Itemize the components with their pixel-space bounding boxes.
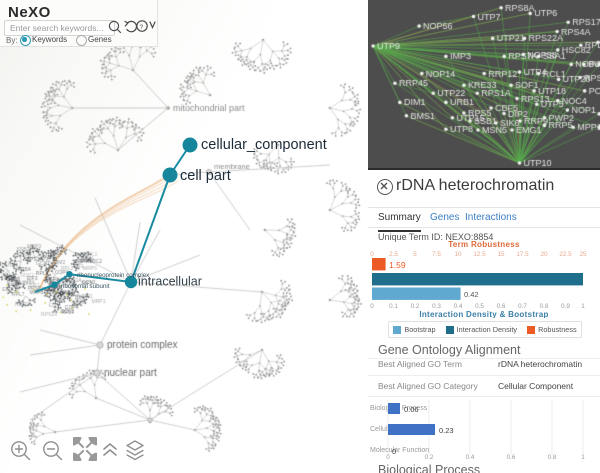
svg-text:0.1: 0.1 bbox=[389, 303, 398, 310]
svg-text:0.2: 0.2 bbox=[425, 454, 434, 460]
svg-text:12.5: 12.5 bbox=[473, 251, 486, 258]
svg-text:Molecular Function: Molecular Function bbox=[370, 447, 429, 454]
svg-text:0.3: 0.3 bbox=[432, 303, 441, 310]
svg-text:10: 10 bbox=[454, 251, 462, 258]
svg-text:0: 0 bbox=[370, 251, 374, 258]
svg-text:25: 25 bbox=[579, 251, 587, 258]
svg-text:22.5: 22.5 bbox=[559, 251, 572, 258]
svg-text:15: 15 bbox=[497, 251, 505, 258]
svg-text:0: 0 bbox=[392, 447, 396, 456]
svg-text:0: 0 bbox=[386, 454, 390, 460]
svg-text:17.5: 17.5 bbox=[516, 251, 529, 258]
svg-text:0.06: 0.06 bbox=[404, 405, 419, 414]
svg-text:0.7: 0.7 bbox=[518, 303, 527, 310]
svg-text:0.6: 0.6 bbox=[497, 303, 506, 310]
svg-text:cellular_component: cellular_component bbox=[201, 137, 327, 153]
svg-text:?: ? bbox=[140, 24, 144, 31]
svg-text:0.4: 0.4 bbox=[454, 303, 463, 310]
svg-text:1: 1 bbox=[581, 303, 585, 310]
svg-text:0.23: 0.23 bbox=[439, 426, 454, 435]
svg-text:0.5: 0.5 bbox=[475, 303, 484, 310]
svg-text:cell part: cell part bbox=[180, 168, 231, 184]
svg-text:Term Robustness: Term Robustness bbox=[448, 240, 520, 249]
svg-text:0.8: 0.8 bbox=[548, 454, 557, 460]
svg-text:1: 1 bbox=[581, 454, 585, 460]
svg-text:0.42: 0.42 bbox=[464, 290, 479, 299]
svg-text:0.8: 0.8 bbox=[540, 303, 549, 310]
svg-text:5: 5 bbox=[413, 251, 417, 258]
svg-text:1.59: 1.59 bbox=[389, 260, 406, 270]
svg-text:0: 0 bbox=[370, 303, 374, 310]
svg-text:2.5: 2.5 bbox=[389, 251, 398, 258]
svg-text:ribosomal subunit: ribosomal subunit bbox=[61, 283, 110, 290]
svg-text:7.5: 7.5 bbox=[432, 251, 441, 258]
svg-text:Interaction Density & Bootstra: Interaction Density & Bootstrap bbox=[419, 310, 548, 318]
svg-text:0.2: 0.2 bbox=[411, 303, 420, 310]
svg-text:ribonucleoprotein complex: ribonucleoprotein complex bbox=[77, 272, 150, 279]
svg-text:0.9: 0.9 bbox=[561, 303, 570, 310]
svg-text:0.4: 0.4 bbox=[466, 454, 475, 460]
svg-text:0.6: 0.6 bbox=[507, 454, 516, 460]
svg-text:20: 20 bbox=[540, 251, 548, 258]
